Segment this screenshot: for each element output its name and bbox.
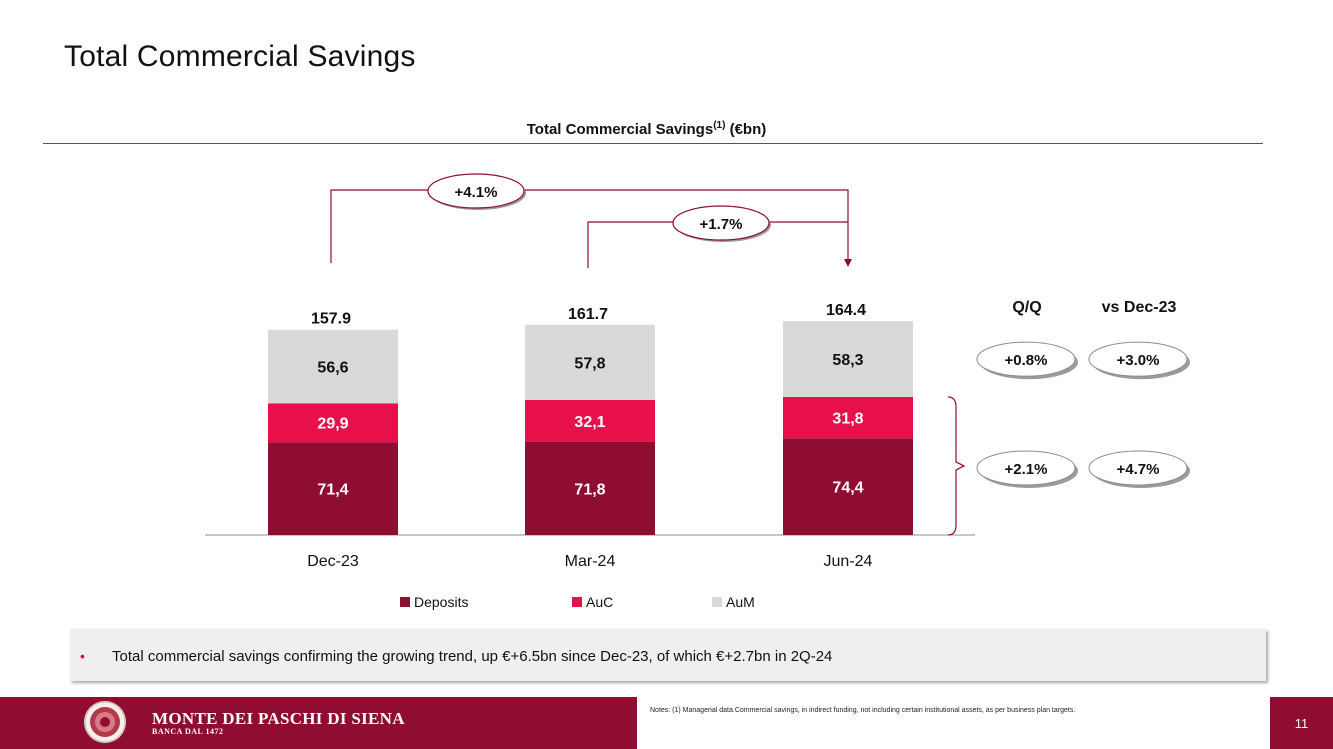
legend-swatch [712,597,722,607]
legend-swatch [400,597,410,607]
change-value: +0.8% [1005,352,1048,369]
total-label: 157.9 [311,311,351,328]
legend-label: AuC [586,594,613,610]
chart-title-text: Total Commercial Savings [526,121,714,138]
total-label: 161.7 [568,306,608,323]
brand-name: MONTE DEI PASCHI DI SIENA [152,709,405,728]
bar-aum [783,321,913,397]
chart-title-unit: (€bn) [729,121,767,138]
bullet-icon: • [80,648,85,664]
bracket-icon [947,396,966,536]
data-label-deposits: 71,4 [317,482,348,499]
growth-label: +4.1% [455,184,498,201]
x-tick-label: Dec-23 [307,553,359,570]
growth-bubble [672,205,770,241]
highlight-text: Total commercial savings confirming the … [112,648,833,665]
bar-aum [268,329,398,404]
highlight-box [70,629,1266,681]
bar-deposits [268,442,398,535]
change-value: +3.0% [1117,352,1160,369]
bank-seal-icon [84,701,126,743]
legend-label: AuM [726,594,755,610]
footnote: Notes: (1) Managerial data.Commercial sa… [650,707,1076,714]
brand-tagline: BANCA DAL 1472 [152,727,224,736]
side-header: vs Dec-23 [1102,299,1177,316]
bar-auc [525,399,655,442]
change-bubble [976,450,1076,486]
side-header: Q/Q [1012,299,1041,316]
x-tick-label: Mar-24 [565,553,616,570]
total-label: 164.4 [826,302,866,319]
data-label-auc: 32,1 [574,414,605,431]
data-label-auc: 31,8 [832,411,863,428]
title-divider [43,143,1263,144]
change-bubble [1088,341,1188,377]
change-value: +4.7% [1117,461,1160,478]
stacked-bar-chart: 71,4 29,9 56,6 157.9 Dec-23 71,8 32,1 57,8 161.7… [205,173,1190,610]
change-value: +2.1% [1005,461,1048,478]
bar-auc [783,396,913,439]
chart-title: Total Commercial Savings(1) (€bn) [0,120,1293,138]
chart-title-footnote: (1) [713,120,726,131]
legend-swatch [572,597,582,607]
page-title: Total Commercial Savings [64,40,416,73]
data-label-auc: 29,9 [317,416,348,433]
change-bubble [1088,450,1188,486]
page-number: 11 [1294,716,1309,731]
data-label-deposits: 71,8 [574,481,605,498]
footer-page-band [1270,697,1333,749]
data-label-aum: 57,8 [574,355,605,372]
data-label-deposits: 74,4 [832,480,863,497]
data-label-aum: 58,3 [832,352,863,369]
change-bubble [976,341,1076,377]
legend-label: Deposits [414,594,468,610]
arrow-head-icon [844,259,852,267]
growth-bubble [427,173,525,209]
bar-aum [525,324,655,400]
x-tick-label: Jun-24 [824,553,873,570]
growth-label: +1.7% [700,216,743,233]
bar-deposits [525,441,655,535]
growth-connector [330,189,849,263]
data-label-aum: 56,6 [317,360,348,377]
bar-auc [268,403,398,443]
bar-deposits [783,438,913,535]
